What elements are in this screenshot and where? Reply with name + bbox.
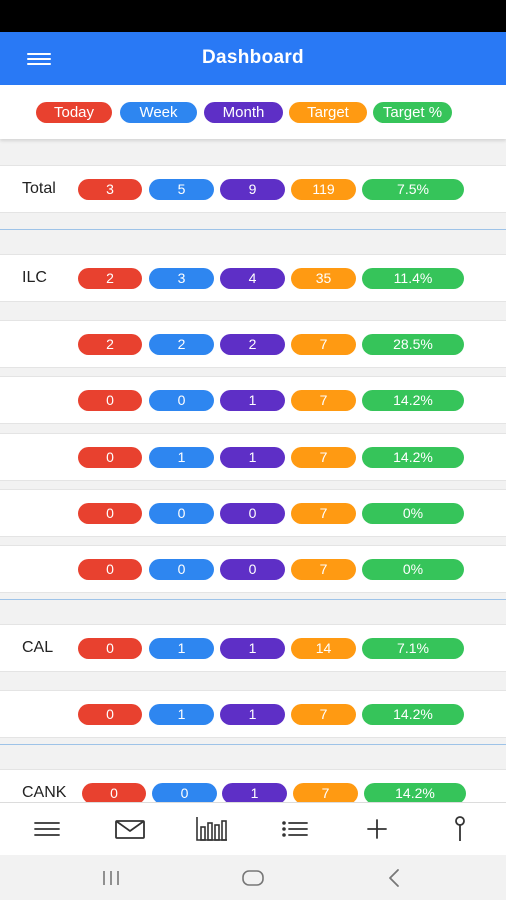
target-value: 7 xyxy=(291,390,356,411)
target-value: 119 xyxy=(291,179,356,200)
week-value: 0 xyxy=(149,559,214,580)
week-value: 0 xyxy=(149,390,214,411)
target-value: 7 xyxy=(291,559,356,580)
target-pct-value: 14.2% xyxy=(362,447,464,468)
legend-target-pct: Target % xyxy=(373,102,452,123)
list-item-ilc-sub-5[interactable]: 0 0 0 7 0% xyxy=(0,545,506,593)
week-value: 3 xyxy=(149,268,214,289)
week-value: 1 xyxy=(149,704,214,725)
week-value: 5 xyxy=(149,179,214,200)
status-bar xyxy=(0,0,506,32)
system-navigation-bar xyxy=(0,855,506,900)
month-value: 1 xyxy=(220,447,285,468)
section-divider xyxy=(0,229,506,230)
week-value: 2 xyxy=(149,334,214,355)
bottom-navigation xyxy=(0,802,506,855)
today-value: 3 xyxy=(78,179,142,200)
target-pct-value: 14.2% xyxy=(364,783,466,802)
target-value: 7 xyxy=(291,704,356,725)
home-icon[interactable] xyxy=(238,865,268,891)
list-item-ilc-sub-1[interactable]: 2 2 2 7 28.5% xyxy=(0,320,506,368)
month-value: 9 xyxy=(220,179,285,200)
legend-month: Month xyxy=(204,102,283,123)
row-label: CAL xyxy=(22,639,54,656)
week-value: 1 xyxy=(149,447,214,468)
mail-icon[interactable] xyxy=(112,813,148,845)
month-value: 1 xyxy=(220,638,285,659)
target-pct-value: 14.2% xyxy=(362,390,464,411)
today-value: 2 xyxy=(78,268,142,289)
target-value: 7 xyxy=(293,783,358,802)
week-value: 0 xyxy=(149,503,214,524)
month-value: 0 xyxy=(220,503,285,524)
target-value: 35 xyxy=(291,268,356,289)
target-pct-value: 7.5% xyxy=(362,179,464,200)
list-item-cal[interactable]: CAL 0 1 1 14 7.1% xyxy=(0,624,506,672)
list-item-ilc-sub-3[interactable]: 0 1 1 7 14.2% xyxy=(0,433,506,481)
today-value: 2 xyxy=(78,334,142,355)
target-value: 7 xyxy=(291,447,356,468)
today-value: 0 xyxy=(78,704,142,725)
list-item-ilc-sub-4[interactable]: 0 0 0 7 0% xyxy=(0,489,506,537)
back-icon[interactable] xyxy=(380,865,410,891)
legend-today: Today xyxy=(36,102,112,123)
target-pct-value: 7.1% xyxy=(362,638,464,659)
list-item-total[interactable]: Total 3 5 9 119 7.5% xyxy=(0,165,506,213)
month-value: 1 xyxy=(220,704,285,725)
legend-target: Target xyxy=(289,102,367,123)
week-value: 1 xyxy=(149,638,214,659)
list-item-ilc[interactable]: ILC 2 3 4 35 11.4% xyxy=(0,254,506,302)
today-value: 0 xyxy=(82,783,146,802)
today-value: 0 xyxy=(78,503,142,524)
section-divider xyxy=(0,744,506,745)
recents-icon[interactable] xyxy=(96,865,126,891)
row-label: ILC xyxy=(22,269,47,286)
month-value: 2 xyxy=(220,334,285,355)
target-pct-value: 14.2% xyxy=(362,704,464,725)
section-divider xyxy=(0,599,506,600)
legend-week: Week xyxy=(120,102,197,123)
today-value: 0 xyxy=(78,559,142,580)
target-value: 14 xyxy=(291,638,356,659)
target-pct-value: 0% xyxy=(362,503,464,524)
target-value: 7 xyxy=(291,503,356,524)
target-pct-value: 0% xyxy=(362,559,464,580)
month-value: 1 xyxy=(220,390,285,411)
hamburger-menu-icon[interactable] xyxy=(24,48,58,70)
month-value: 4 xyxy=(220,268,285,289)
list-icon[interactable] xyxy=(277,813,313,845)
list-item-cank[interactable]: CANK 0 0 1 7 14.2% xyxy=(0,769,506,802)
app-bar: Dashboard xyxy=(0,32,506,85)
bar-chart-icon[interactable] xyxy=(194,813,230,845)
menu-icon[interactable] xyxy=(29,813,65,845)
legend-bar: Today Week Month Target Target % xyxy=(0,85,506,139)
month-value: 0 xyxy=(220,559,285,580)
list-item-cal-sub-1[interactable]: 0 1 1 7 14.2% xyxy=(0,690,506,738)
page-title: Dashboard xyxy=(202,47,304,68)
today-value: 0 xyxy=(78,638,142,659)
today-value: 0 xyxy=(78,447,142,468)
row-label: CANK xyxy=(22,784,67,801)
list-item-ilc-sub-2[interactable]: 0 0 1 7 14.2% xyxy=(0,376,506,424)
dashboard-list[interactable]: Total 3 5 9 119 7.5% ILC 2 3 4 35 11.4% … xyxy=(0,139,506,802)
pin-icon[interactable] xyxy=(442,813,478,845)
target-pct-value: 11.4% xyxy=(362,268,464,289)
plus-icon[interactable] xyxy=(359,813,395,845)
today-value: 0 xyxy=(78,390,142,411)
week-value: 0 xyxy=(152,783,217,802)
row-label: Total xyxy=(22,180,56,197)
target-pct-value: 28.5% xyxy=(362,334,464,355)
target-value: 7 xyxy=(291,334,356,355)
month-value: 1 xyxy=(222,783,287,802)
